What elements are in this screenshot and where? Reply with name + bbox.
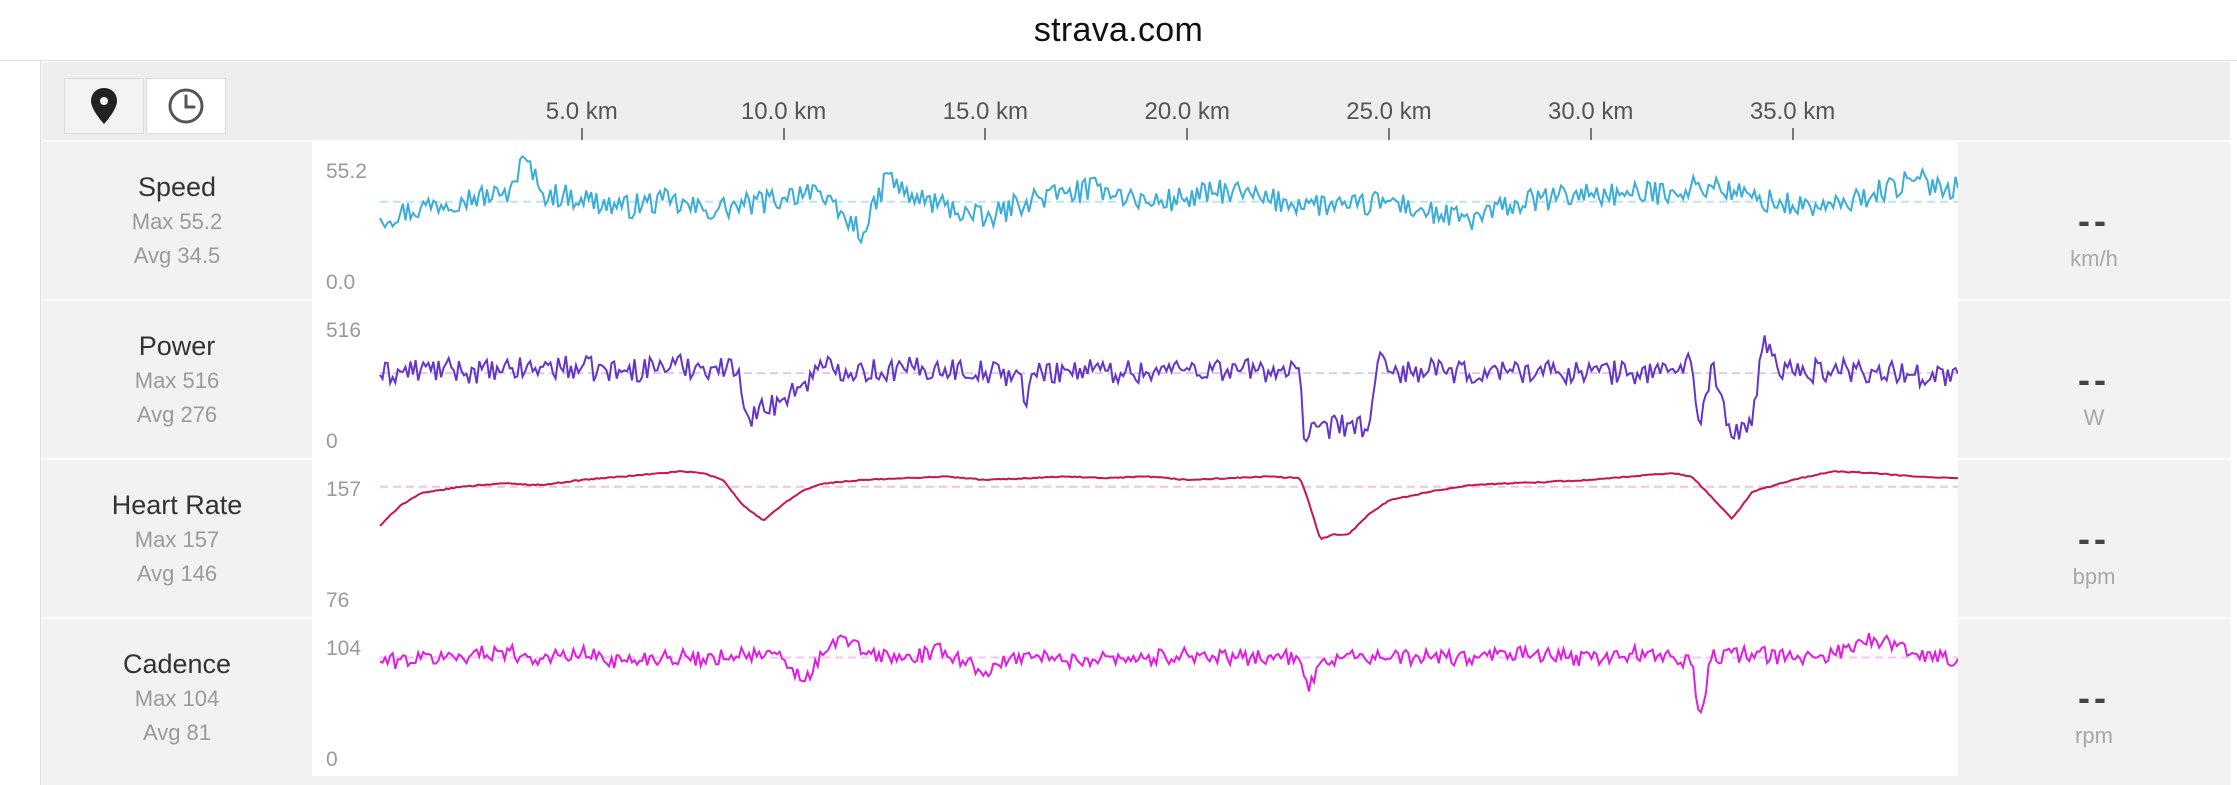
metric-max: Max 516 [134, 367, 220, 393]
metric-name: Cadence [122, 648, 232, 679]
heart-rate-summary: Heart Rate Max 157 Avg 146 [42, 460, 312, 617]
next-row-edge [42, 776, 2230, 785]
browser-address-bar: strava.com [0, 0, 2237, 61]
metric-avg: Avg 276 [136, 401, 218, 427]
metric-max: Max 55.2 [131, 208, 223, 234]
unit-label: W [2083, 405, 2105, 430]
speed-row: Speed Max 55.2 Avg 34.5 55.2 0.0 -- km/h [42, 142, 2230, 299]
power-chart[interactable]: 516 0 [312, 301, 1958, 458]
heart-rate-chart-svg[interactable]: 157 76 [312, 460, 1958, 617]
cadence-chart[interactable]: 104 0 [312, 619, 1958, 776]
y-min-label: 0 [326, 430, 338, 453]
heart-rate-chart[interactable]: 157 76 [312, 460, 1958, 617]
current-value: -- [2078, 359, 2110, 400]
x-tick-mark [1387, 128, 1390, 140]
y-min-label: 76 [326, 589, 349, 612]
heart-rate-row: Heart Rate Max 157 Avg 146 157 76 -- bpm [42, 460, 2230, 617]
clock-icon [168, 88, 204, 124]
metric-avg: Avg 34.5 [133, 242, 221, 268]
time-mode-button[interactable] [146, 78, 226, 134]
metric-name: Speed [137, 171, 217, 202]
y-max-label: 55.2 [326, 160, 367, 183]
heart-rate-readout: -- bpm [1958, 460, 2230, 617]
speed-chart[interactable]: 55.2 0.0 [312, 142, 1958, 299]
cadence-chart-svg[interactable]: 104 0 [312, 619, 1958, 776]
metric-name: Power [138, 330, 216, 361]
x-tick-mark [782, 128, 785, 140]
speed-summary: Speed Max 55.2 Avg 34.5 [42, 142, 312, 299]
current-value: -- [2078, 677, 2110, 718]
speed-readout: -- km/h [1958, 142, 2230, 299]
power-summary: Power Max 516 Avg 276 [42, 301, 312, 458]
x-tick-mark [1589, 128, 1592, 140]
x-tick-label: 30.0 km [1548, 98, 1634, 125]
unit-label: bpm [2072, 564, 2116, 589]
y-max-label: 516 [326, 319, 361, 342]
cadence-summary: Cadence Max 104 Avg 81 [42, 619, 312, 776]
metric-avg: Avg 146 [136, 560, 218, 586]
current-value: -- [2078, 200, 2110, 241]
power-row: Power Max 516 Avg 276 516 0 -- W [42, 301, 2230, 458]
speed-line [379, 154, 1958, 245]
x-tick-label: 25.0 km [1346, 98, 1432, 125]
x-tick-label: 15.0 km [942, 98, 1029, 125]
x-tick-label: 10.0 km [740, 98, 827, 125]
x-tick-label: 5.0 km [545, 98, 618, 125]
x-tick-mark [1791, 128, 1794, 140]
y-max-label: 104 [326, 637, 361, 660]
cadence-row: Cadence Max 104 Avg 81 104 0 -- rpm [42, 619, 2230, 776]
power-line [379, 335, 1958, 443]
x-tick-mark [580, 128, 583, 140]
y-min-label: 0 [326, 748, 338, 771]
heart-rate-line [379, 470, 1958, 541]
x-tick-mark [1186, 128, 1189, 140]
cadence-line [379, 632, 1958, 715]
y-max-label: 157 [326, 478, 361, 501]
power-chart-svg[interactable]: 516 0 [312, 301, 1958, 458]
speed-chart-svg[interactable]: 55.2 0.0 [312, 142, 1958, 299]
y-min-label: 0.0 [326, 271, 355, 294]
x-tick-label: 35.0 km [1749, 98, 1836, 125]
metric-avg: Avg 81 [142, 719, 212, 745]
cadence-readout: -- rpm [1958, 619, 2230, 776]
metric-max: Max 104 [134, 685, 220, 711]
chart-toolbar: 5.0 km 10.0 km 15.0 km 20.0 km 25.0 km 30.0 k… [42, 62, 2230, 140]
page-left-border [40, 61, 41, 785]
unit-label: km/h [2070, 246, 2118, 271]
distance-mode-button[interactable] [64, 78, 144, 134]
unit-label: rpm [2075, 723, 2113, 748]
x-tick-mark [984, 128, 987, 140]
metric-max: Max 157 [134, 526, 220, 552]
x-tick-label: 20.0 km [1144, 98, 1230, 125]
site-title: strava.com [1033, 10, 1204, 49]
metric-name: Heart Rate [111, 489, 243, 520]
power-readout: -- W [1958, 301, 2230, 458]
current-value: -- [2078, 518, 2110, 559]
map-pin-icon [91, 88, 117, 124]
